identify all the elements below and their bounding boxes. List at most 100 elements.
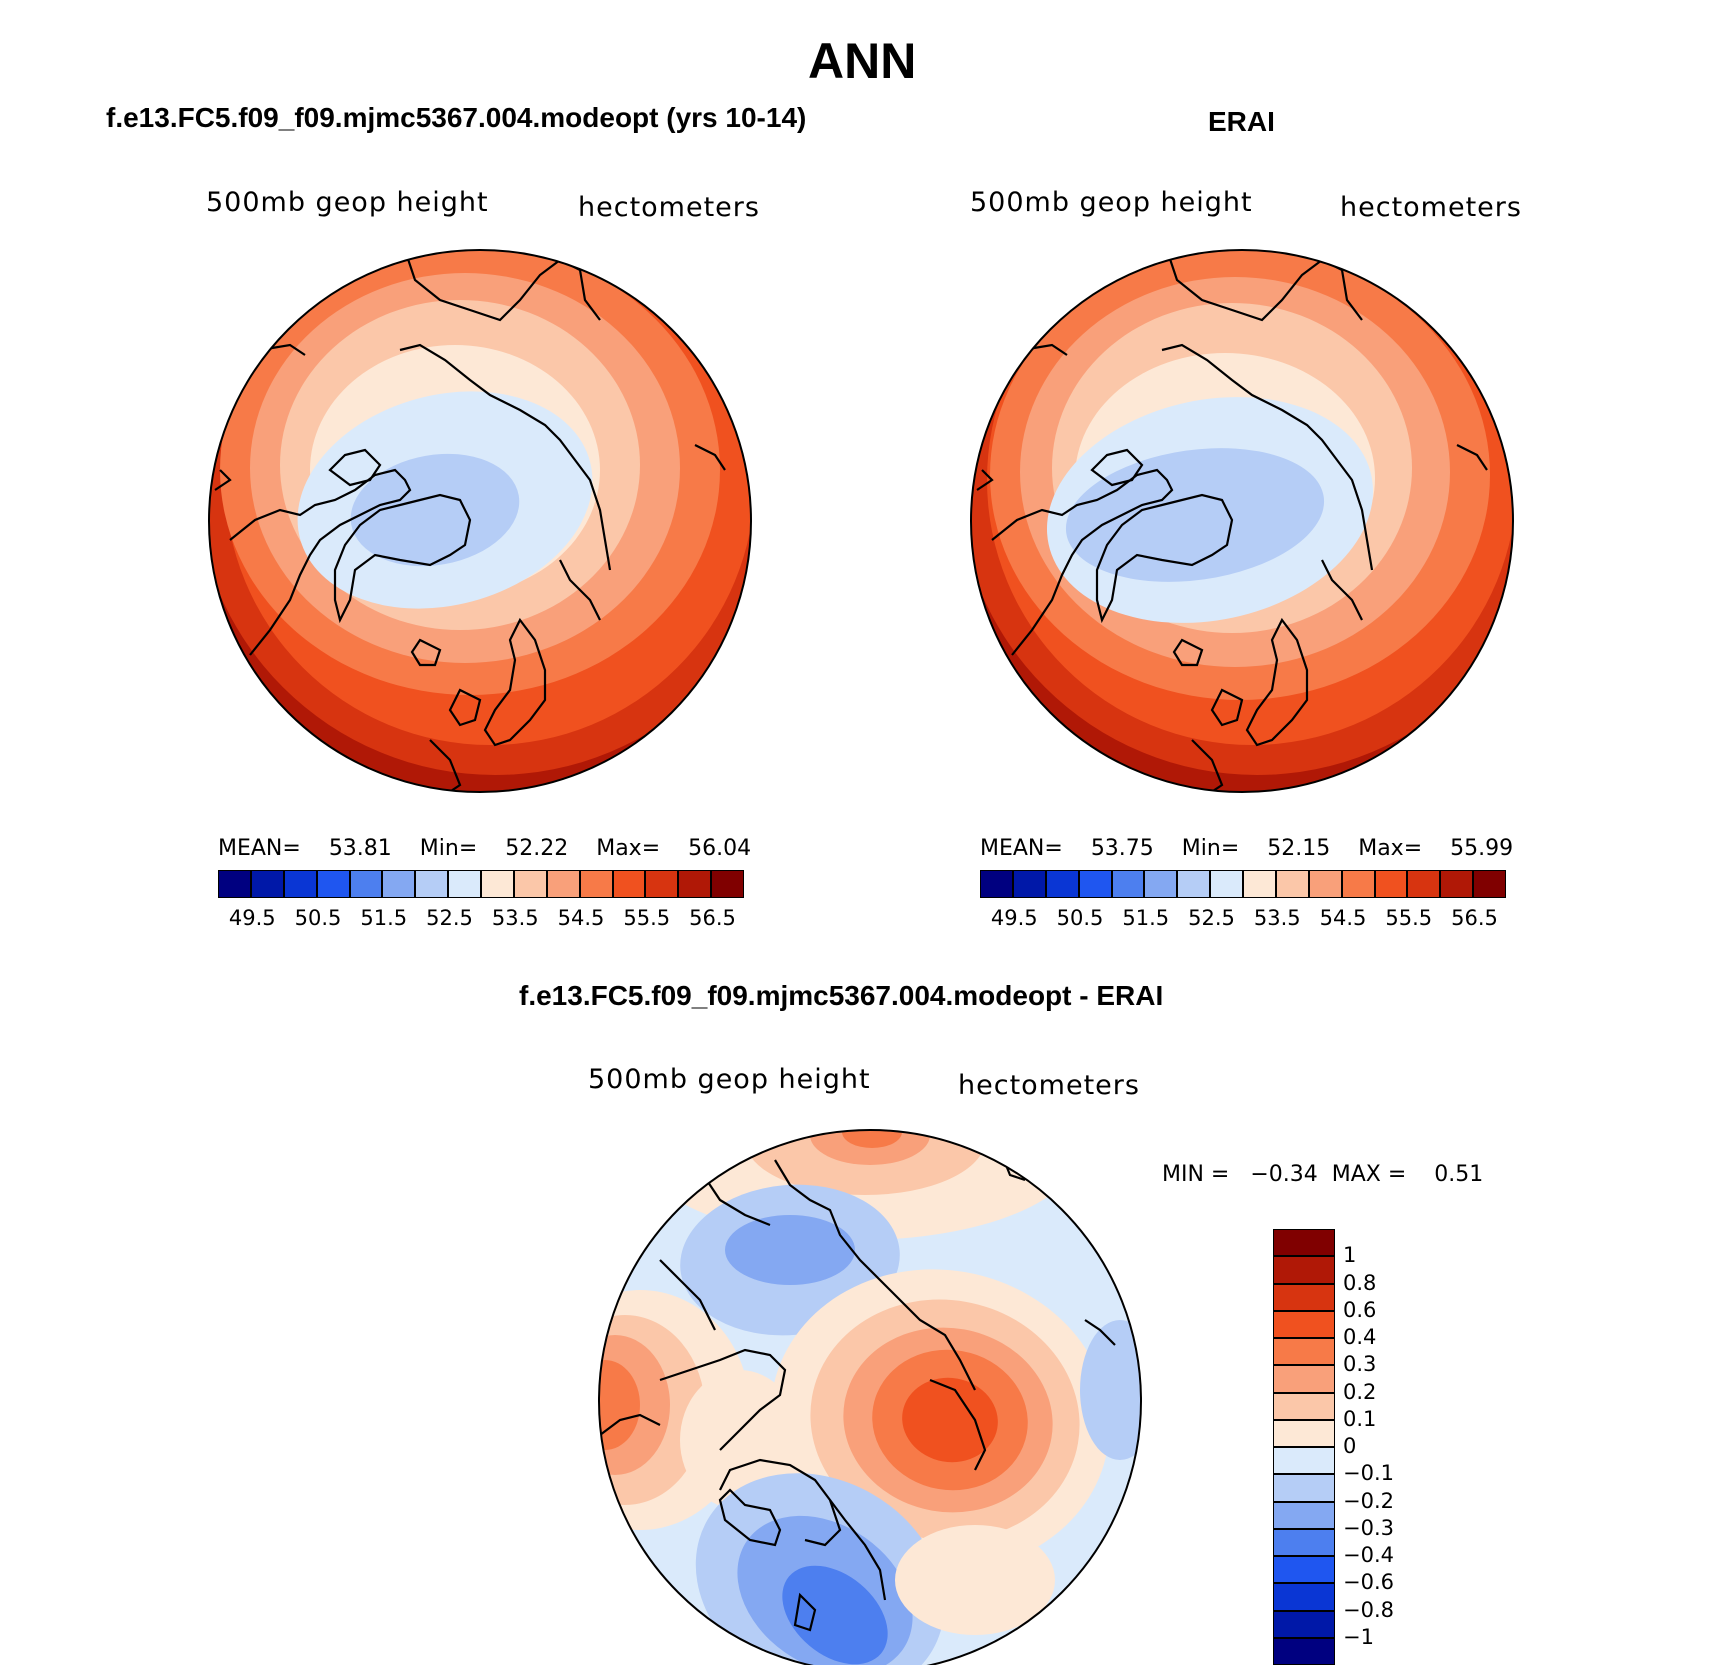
model-mean-value: 53.81 — [328, 836, 392, 861]
model-colorbar-swatch — [448, 870, 481, 898]
obs-colorbar-swatch — [1177, 870, 1211, 898]
diff-colorbar-tick-label: −0.1 — [1343, 1461, 1394, 1486]
diff-colorbar-swatch — [1273, 1610, 1335, 1638]
model-colorbar-ticks: 49.5 50.5 51.5 52.5 53.5 54.5 55.5 56.5 — [218, 906, 744, 934]
obs-units-label: hectometers — [1340, 192, 1522, 223]
diff-colorbar-swatch — [1273, 1556, 1335, 1584]
model-colorbar-swatch — [382, 870, 416, 898]
model-mean-label: MEAN= — [218, 836, 301, 861]
diff-colorbar-swatch — [1273, 1419, 1335, 1447]
model-colorbar-swatch — [546, 870, 580, 898]
diff-colorbar-swatch — [1273, 1338, 1335, 1366]
obs-colorbar-tick-label: 55.5 — [1385, 906, 1433, 930]
model-colorbar-tick-label: 53.5 — [491, 906, 539, 930]
model-colorbar — [218, 870, 744, 898]
model-colorbar-swatch — [283, 870, 317, 898]
diff-colorbar-tick-label: −0.8 — [1343, 1597, 1394, 1622]
obs-colorbar-tick-label: 54.5 — [1319, 906, 1367, 930]
model-colorbar-tick-label: 56.5 — [689, 906, 736, 930]
model-variable-label: 500mb geop height — [206, 187, 489, 218]
obs-colorbar-swatch — [1407, 870, 1441, 898]
diff-colorbar-tick-label: 0.8 — [1343, 1270, 1377, 1295]
obs-colorbar — [980, 870, 1506, 898]
obs-colorbar-swatch — [1374, 870, 1408, 898]
model-units-label: hectometers — [578, 192, 760, 223]
diff-units-label: hectometers — [958, 1070, 1140, 1101]
diff-panel-title: f.e13.FC5.f09_f09.mjmc5367.004.modeopt -… — [519, 980, 1164, 1011]
model-panel-title: f.e13.FC5.f09_f09.mjmc5367.004.modeopt (… — [106, 102, 807, 133]
model-max-label: Max= — [596, 836, 661, 861]
obs-variable-label: 500mb geop height — [970, 187, 1253, 218]
obs-colorbar-swatch — [1308, 870, 1342, 898]
diff-colorbar-tick-label: −0.4 — [1343, 1543, 1394, 1567]
obs-coastlines — [976, 250, 1488, 792]
figure-title: ANN — [808, 33, 917, 89]
model-colorbar-swatch — [250, 870, 284, 898]
obs-colorbar-tick-label: 53.5 — [1253, 906, 1301, 930]
model-colorbar-tick-label: 55.5 — [623, 906, 671, 930]
obs-colorbar-swatch — [1243, 870, 1276, 898]
diff-colorbar-ticks: 1 0.8 0.6 0.4 0.3 0.2 0.1 0 −0.1 −0.2 −0.3 −0.4 −0.6… — [1343, 1229, 1433, 1665]
diff-stats: MIN = −0.34 MAX = 0.51 — [1162, 1162, 1483, 1187]
obs-colorbar-swatch — [1275, 870, 1309, 898]
diff-colorbar-tick-label: 0.4 — [1343, 1325, 1377, 1349]
obs-max-label: Max= — [1358, 836, 1423, 861]
diff-colorbar-swatch — [1273, 1447, 1335, 1475]
obs-max-value: 55.99 — [1450, 836, 1514, 861]
diff-colorbar-tick-label: −1 — [1343, 1624, 1374, 1649]
obs-colorbar-swatch — [1144, 870, 1178, 898]
obs-panel-title: ERAI — [1208, 106, 1275, 137]
diff-max-value: 0.51 — [1434, 1162, 1484, 1187]
obs-colorbar-ticks: 49.5 50.5 51.5 52.5 53.5 54.5 55.5 56.5 — [980, 906, 1506, 934]
model-colorbar-swatch — [645, 870, 679, 898]
diff-min-label: MIN = — [1162, 1162, 1230, 1187]
model-colorbar-tick-label: 51.5 — [360, 906, 408, 930]
obs-colorbar-swatch — [1341, 870, 1375, 898]
diff-max-label: MAX = — [1331, 1162, 1407, 1187]
diff-colorbar-swatch — [1273, 1501, 1335, 1529]
model-colorbar-swatch — [316, 870, 350, 898]
obs-colorbar-tick-label: 49.5 — [990, 906, 1038, 930]
obs-colorbar-swatch — [1440, 870, 1474, 898]
diff-colorbar-swatch — [1273, 1283, 1335, 1311]
model-min-label: Min= — [419, 836, 478, 861]
model-colorbar-swatch — [513, 870, 547, 898]
model-max-value: 56.04 — [688, 836, 752, 861]
diff-variable-label: 500mb geop height — [588, 1064, 871, 1095]
obs-colorbar-tick-label: 56.5 — [1451, 906, 1498, 930]
obs-colorbar-swatch — [980, 870, 1013, 898]
model-colorbar-swatch — [678, 870, 712, 898]
model-min-value: 52.22 — [505, 836, 569, 861]
diff-colorbar — [1273, 1229, 1335, 1665]
diff-colorbar-tick-label: 0 — [1343, 1434, 1357, 1458]
diff-colorbar-tick-label: 0.2 — [1343, 1379, 1377, 1404]
obs-colorbar-tick-label: 51.5 — [1122, 906, 1170, 930]
diff-colorbar-swatch — [1273, 1365, 1335, 1393]
model-colorbar-tick-label: 50.5 — [294, 906, 342, 930]
model-coastlines — [214, 250, 726, 792]
diff-colorbar-swatch — [1273, 1637, 1335, 1665]
diff-colorbar-swatch — [1273, 1474, 1335, 1502]
diff-colorbar-tick-label: 0.1 — [1343, 1406, 1377, 1431]
diff-colorbar-tick-label: −0.6 — [1343, 1570, 1394, 1595]
obs-colorbar-swatch — [1045, 870, 1079, 898]
diff-colorbar-swatch — [1273, 1229, 1335, 1257]
diff-colorbar-swatch — [1273, 1528, 1335, 1556]
diff-colorbar-tick-label: 0.3 — [1343, 1352, 1377, 1377]
model-colorbar-swatch — [349, 870, 383, 898]
obs-mean-label: MEAN= — [980, 836, 1063, 861]
model-colorbar-swatch — [711, 870, 744, 898]
obs-colorbar-swatch — [1210, 870, 1243, 898]
diff-colorbar-tick-label: 1 — [1343, 1243, 1357, 1268]
model-stats: MEAN= 53.81 Min= 52.22 Max= 56.04 — [218, 836, 751, 861]
model-colorbar-tick-label: 52.5 — [426, 906, 473, 930]
model-colorbar-swatch — [612, 870, 646, 898]
obs-colorbar-tick-label: 50.5 — [1056, 906, 1104, 930]
diff-min-value: −0.34 — [1250, 1162, 1318, 1187]
diff-colorbar-tick-label: 0.6 — [1343, 1297, 1377, 1322]
model-colorbar-swatch — [218, 870, 251, 898]
obs-colorbar-swatch — [1012, 870, 1046, 898]
obs-colorbar-swatch — [1078, 870, 1112, 898]
